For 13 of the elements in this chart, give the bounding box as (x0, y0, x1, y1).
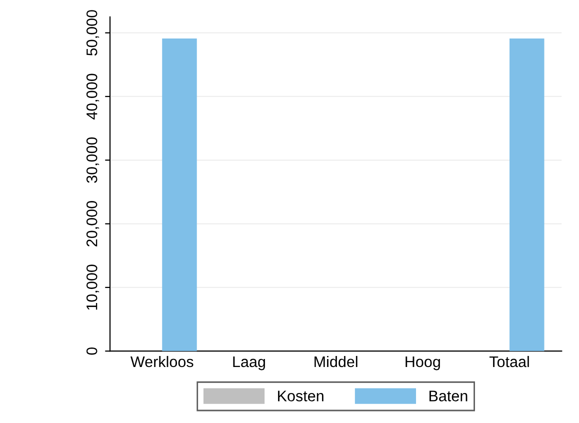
y-tick-label: 50,000 (86, 10, 100, 56)
y-tick-label: 20,000 (86, 201, 100, 246)
y-tick-label: 0 (86, 347, 98, 355)
x-tick-label: Hoog (406, 356, 440, 370)
x-tick-label: Totaal (489, 356, 529, 368)
y-tick-label: 10,000 (86, 264, 100, 310)
legend-label: Baten (430, 390, 468, 402)
x-tick-label: Middel (314, 356, 358, 368)
legend-label: Kosten (278, 390, 324, 402)
x-tick-label: Laag (233, 356, 265, 370)
y-tick-label: 30,000 (86, 137, 100, 183)
y-tick-label: 40,000 (86, 74, 100, 120)
x-tick-label: Werkloos (130, 356, 194, 368)
